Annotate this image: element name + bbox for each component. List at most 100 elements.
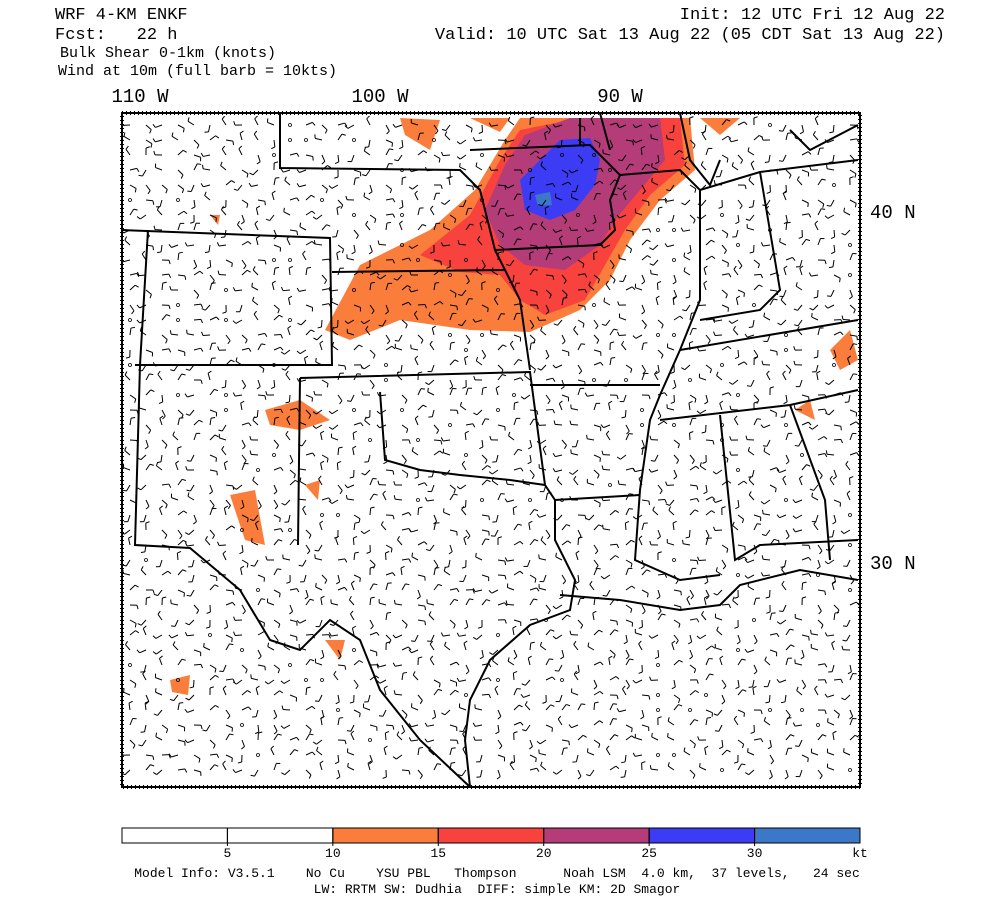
barb-flag <box>652 163 653 167</box>
barb-flag <box>811 630 812 634</box>
barb-flag <box>808 203 809 207</box>
barb-flag <box>747 386 751 387</box>
barb-shaft <box>609 223 610 230</box>
barb-flag <box>647 593 648 597</box>
barb-flag <box>857 336 858 340</box>
barb-flag <box>268 643 269 647</box>
barb-flag <box>360 578 361 582</box>
barb-shaft <box>738 350 739 357</box>
barb-shaft <box>385 553 386 560</box>
barb-flag <box>652 178 653 182</box>
barb-shaft <box>690 560 697 561</box>
barb-flag <box>506 480 507 484</box>
barb-flag <box>629 494 633 495</box>
barb-shaft <box>289 395 290 402</box>
barb-shaft <box>370 508 371 515</box>
barb-shaft <box>843 319 850 320</box>
barb-shaft <box>203 335 210 336</box>
barb-flag <box>556 553 557 557</box>
barb-flag <box>531 342 535 343</box>
barb-flag <box>355 522 359 523</box>
latitude-label: 40 N <box>870 202 916 224</box>
barb-shaft <box>337 463 338 470</box>
barb-flag <box>153 246 154 250</box>
model-name: WRF 4-KM ENKF <box>55 6 188 25</box>
barb-flag <box>779 161 783 162</box>
barb-flag <box>533 224 537 225</box>
barb-flag <box>775 488 776 492</box>
barb-flag <box>812 493 813 497</box>
barb-flag <box>600 503 601 507</box>
barb-shaft <box>219 545 226 546</box>
barb-flag <box>779 131 783 132</box>
barb-flag <box>157 252 161 253</box>
barb-flag <box>183 128 184 132</box>
barb-shaft <box>834 439 841 440</box>
barb-flag <box>187 461 191 462</box>
barb-shaft <box>555 424 562 425</box>
barb-shaft <box>658 650 659 657</box>
barb-flag <box>232 638 233 642</box>
latitude-label: 30 N <box>870 553 916 575</box>
barb-flag <box>617 621 618 625</box>
barb-shaft <box>353 538 354 545</box>
barb-flag <box>841 426 842 430</box>
barb-flag <box>505 561 506 565</box>
barb-shaft <box>251 454 258 455</box>
barb-flag <box>279 593 280 597</box>
barb-flag <box>275 267 279 268</box>
barb-flag <box>428 388 429 392</box>
barb-flag <box>549 659 553 660</box>
barb-flag <box>387 222 391 223</box>
barb-flag <box>248 518 249 522</box>
barb-flag <box>473 186 474 190</box>
barb-shaft <box>673 125 674 132</box>
barb-flag <box>489 516 490 520</box>
barb-shaft <box>754 274 761 275</box>
barb-flag <box>275 417 279 418</box>
barb-flag <box>827 205 831 206</box>
barb-flag <box>853 344 857 345</box>
barb-shaft <box>578 538 579 545</box>
barb-flag <box>517 194 521 195</box>
barb-shaft <box>283 290 290 291</box>
barb-flag <box>757 524 761 525</box>
barb-flag <box>765 162 769 163</box>
barb-shaft <box>434 440 441 441</box>
barb-flag <box>307 267 311 268</box>
barb-shaft <box>603 500 610 501</box>
barb-flag <box>821 209 825 210</box>
barb-flag <box>633 141 634 145</box>
barb-shaft <box>802 583 803 590</box>
barb-shaft <box>219 274 226 275</box>
barb-shaft <box>210 260 211 267</box>
barb-flag <box>491 536 495 537</box>
barb-shaft <box>603 469 610 470</box>
barb-shaft <box>507 604 514 605</box>
field-name: Bulk Shear 0-1km (knots) <box>60 45 276 62</box>
barb-flag <box>825 591 826 595</box>
barb-flag <box>277 569 281 570</box>
barb-flag <box>457 306 458 310</box>
barb-flag <box>843 626 847 627</box>
barb-flag <box>757 419 761 420</box>
barb-shaft <box>306 634 313 635</box>
barb-flag <box>371 282 375 283</box>
barb-flag <box>490 330 491 334</box>
barb-shaft <box>578 289 585 290</box>
barb-flag <box>651 461 655 462</box>
barb-flag <box>435 568 439 569</box>
barb-flag <box>252 283 253 287</box>
barb-flag <box>203 165 204 169</box>
barb-flag <box>603 525 604 529</box>
barb-flag <box>425 606 426 610</box>
barb-flag <box>840 278 841 282</box>
barb-flag <box>488 308 489 312</box>
barb-flag <box>316 583 317 587</box>
barb-flag <box>232 263 233 267</box>
barb-flag <box>649 501 650 505</box>
barb-flag <box>829 267 833 268</box>
barb-flag <box>853 374 857 375</box>
barb-shaft <box>443 155 450 156</box>
